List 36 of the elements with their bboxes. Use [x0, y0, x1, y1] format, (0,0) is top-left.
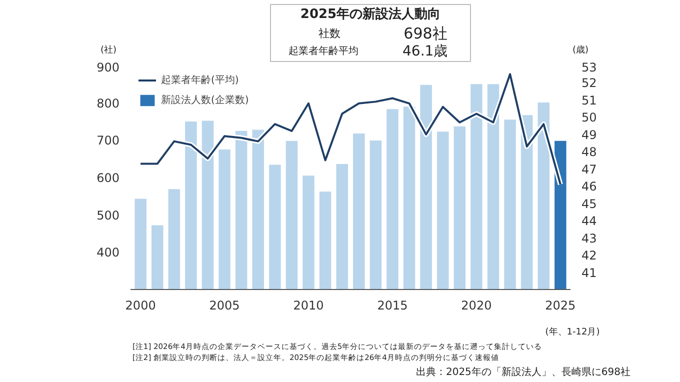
source-note: 出典：2025年の「新設法人」、長崎県に698社 — [416, 366, 631, 378]
y2-tick-label: 42 — [582, 248, 597, 263]
y-tick-label: 900 — [96, 60, 120, 74]
text: 社数 — [318, 27, 340, 40]
y-tick-label: 700 — [96, 134, 120, 148]
y2-tick-label: 48 — [582, 145, 597, 160]
x-axis-title: (年、1-12月) — [545, 326, 600, 338]
y2-tick-label: 50 — [582, 110, 597, 125]
y2-tick-label: 46 — [582, 180, 597, 194]
y2-tick-label: 45 — [582, 196, 597, 211]
y2-tick-label: 44 — [582, 214, 597, 228]
text: 46.1歳 — [402, 44, 448, 60]
y-tick-label: 400 — [96, 246, 120, 260]
x-tick-label: 2010 — [293, 298, 324, 312]
x-tick-label: 2015 — [377, 298, 408, 312]
y2-tick-label: 43 — [582, 231, 597, 246]
legend-label: 起業者年齢(平均) — [161, 74, 240, 87]
y-tick-label: 600 — [96, 171, 120, 185]
chart-title: 2025年の新設法人動向 — [300, 6, 441, 22]
text: 698社 — [404, 24, 448, 42]
y2-tick-label: 52 — [582, 76, 597, 90]
legend-label: 新設法人数(企業数) — [161, 94, 250, 107]
y2-axis-title: (歳) — [572, 44, 589, 56]
y-tick-label: 800 — [96, 96, 120, 110]
y2-tick-label: 51 — [582, 93, 597, 108]
y-axis-title: (社) — [100, 44, 117, 56]
x-tick-label: 2000 — [125, 298, 156, 312]
x-tick-label: 2020 — [461, 298, 492, 312]
y2-tick-label: 47 — [582, 162, 597, 176]
y2-tick-label: 53 — [582, 60, 597, 74]
x-tick-label: 2025 — [545, 298, 576, 312]
y-tick-label: 500 — [96, 208, 120, 222]
text: 起業者年齢平均 — [288, 45, 358, 57]
y2-tick-label: 41 — [582, 266, 597, 280]
y2-tick-label: 49 — [582, 128, 597, 142]
x-tick-label: 2005 — [209, 298, 240, 312]
